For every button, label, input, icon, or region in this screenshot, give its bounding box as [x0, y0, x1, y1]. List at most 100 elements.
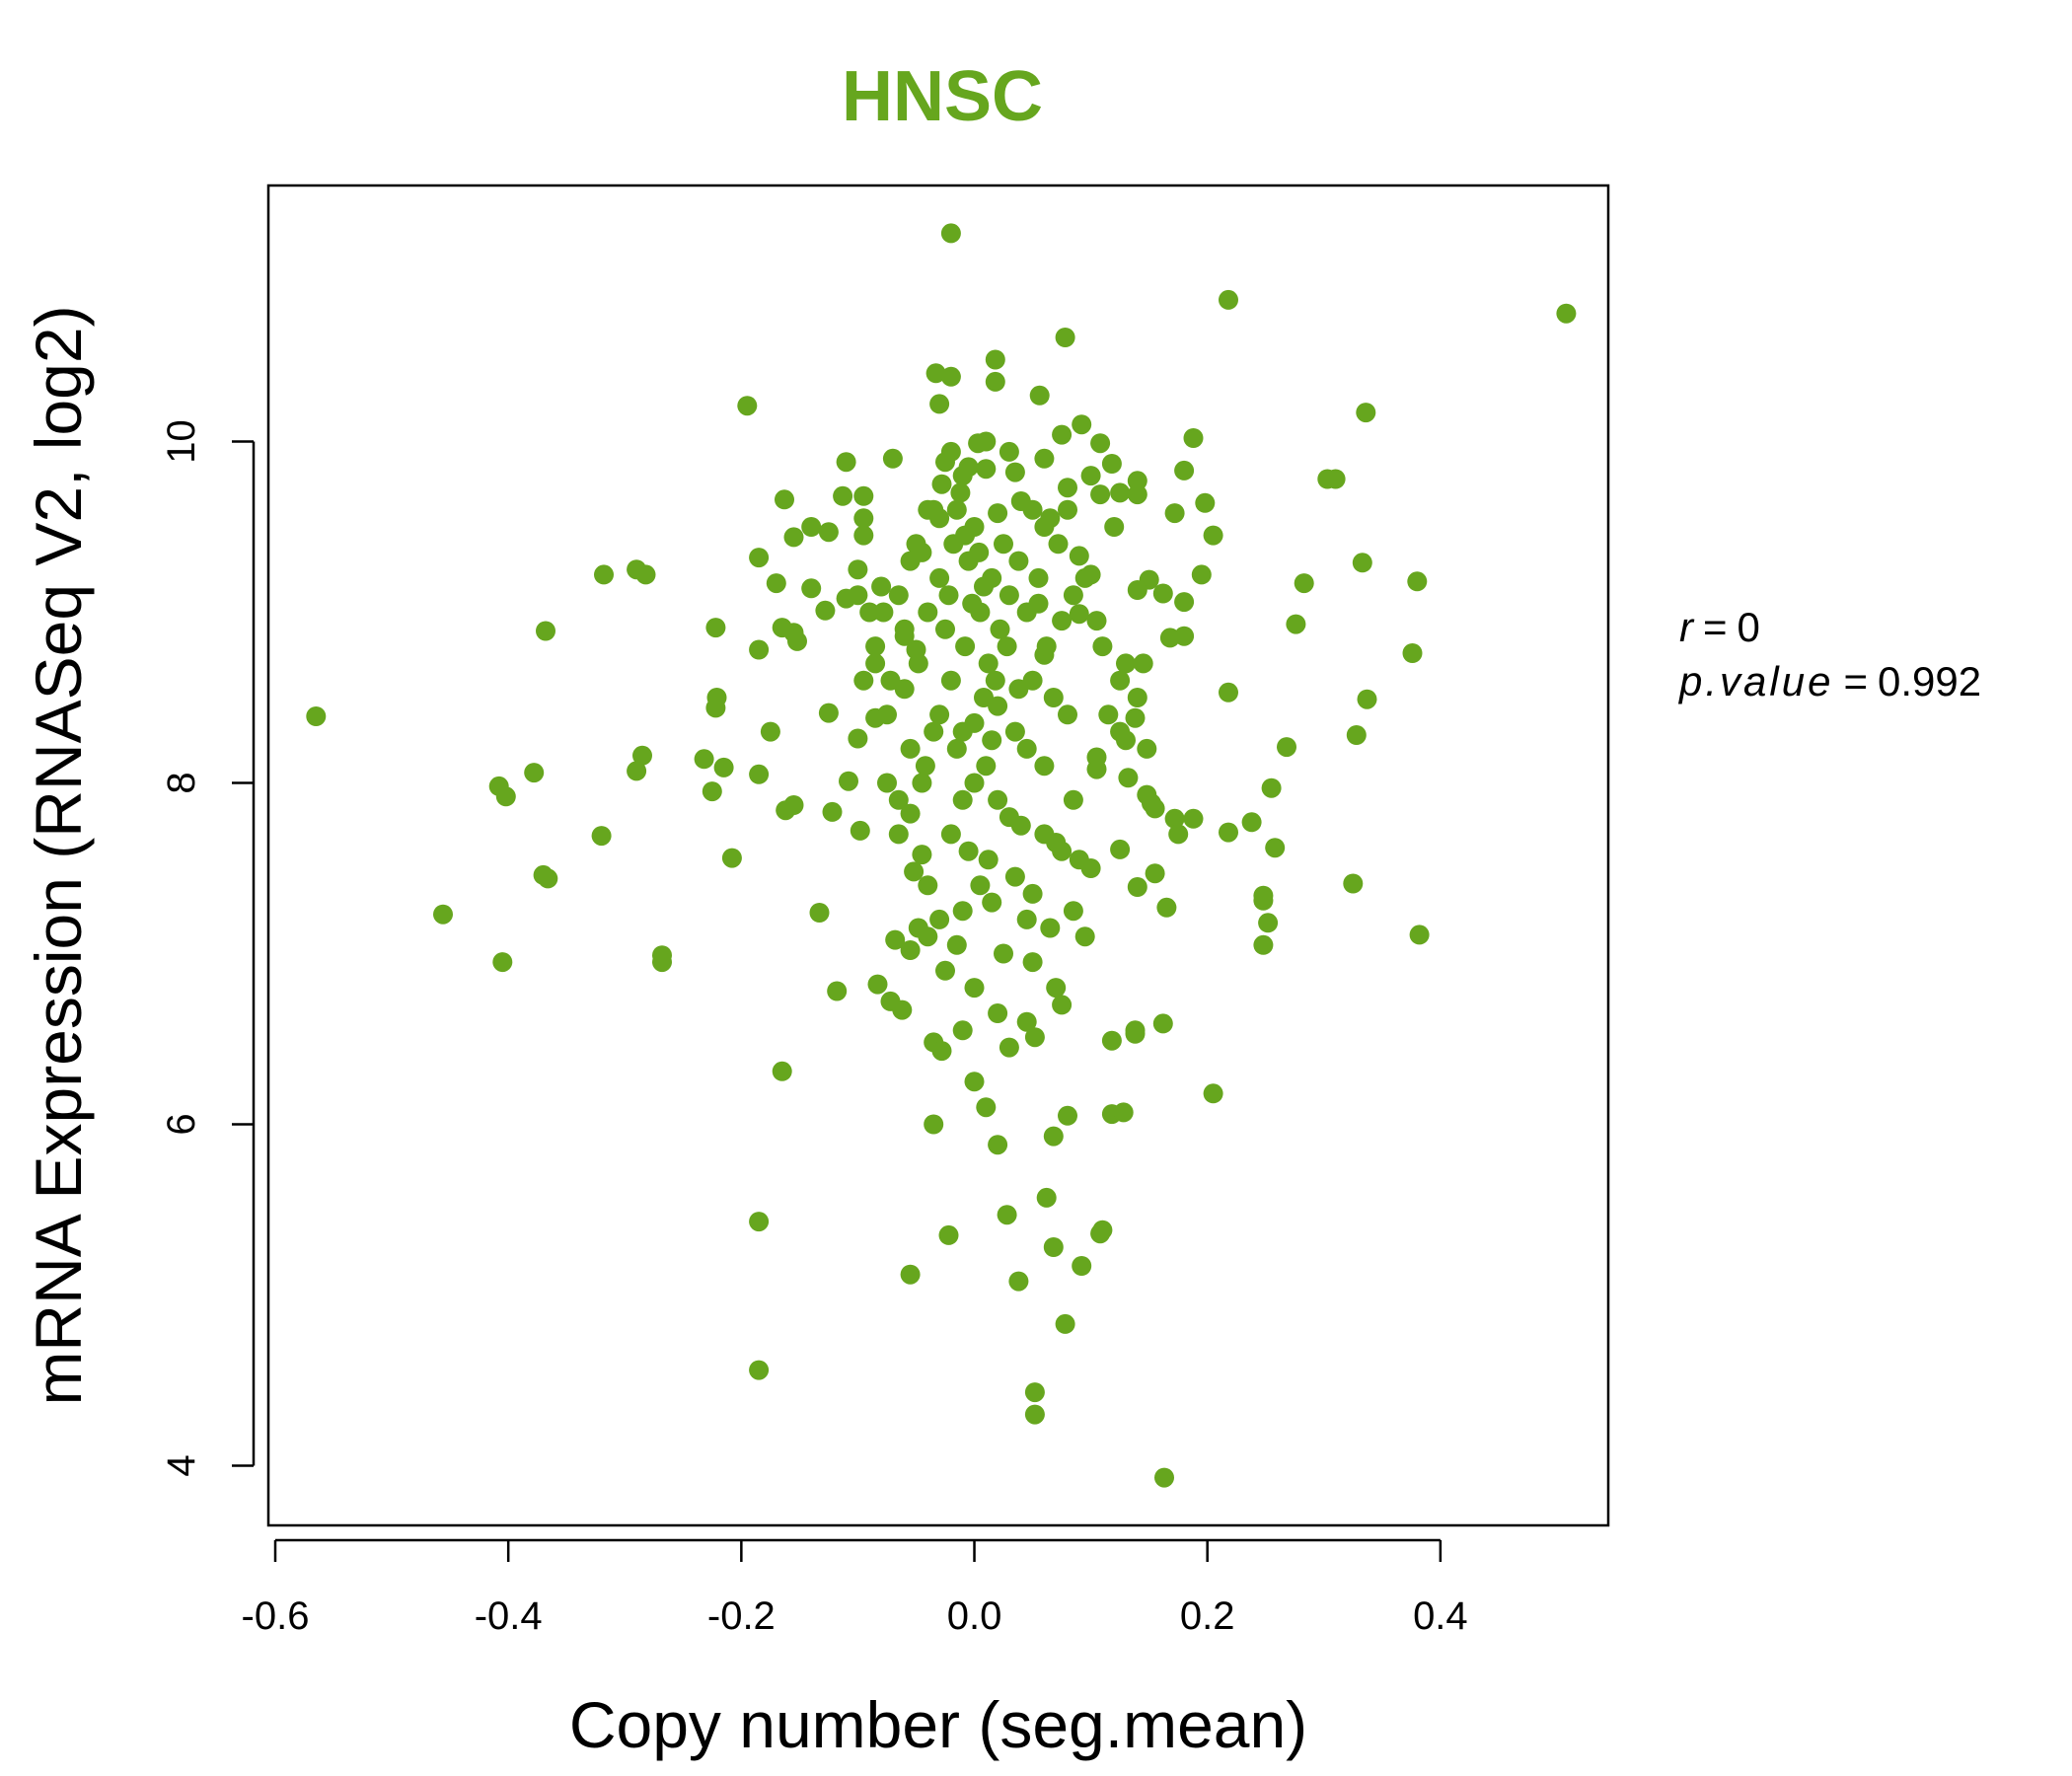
data-point	[1127, 688, 1147, 707]
data-point	[1004, 866, 1025, 887]
data-point	[591, 826, 612, 847]
data-point	[994, 943, 1013, 964]
data-point	[1203, 1083, 1223, 1104]
data-point	[827, 981, 848, 1001]
data-point	[818, 703, 839, 723]
data-point	[538, 868, 558, 889]
data-point	[873, 602, 894, 623]
data-point	[1028, 567, 1049, 588]
data-point	[833, 485, 853, 506]
data-point	[1048, 534, 1069, 555]
p-value-annotation: p.value = 0.992	[1677, 658, 1981, 704]
data-point	[536, 621, 555, 641]
data-point	[1058, 478, 1077, 498]
data-point	[900, 738, 921, 759]
data-point	[1133, 653, 1153, 674]
data-point	[918, 926, 938, 947]
data-point	[492, 952, 513, 973]
data-point	[997, 636, 1017, 657]
data-point	[749, 639, 770, 660]
data-point	[1265, 838, 1286, 858]
data-point	[839, 771, 858, 791]
data-point	[776, 800, 796, 821]
data-point	[958, 841, 979, 861]
data-point	[749, 764, 770, 784]
data-point	[1407, 571, 1428, 592]
data-point	[1058, 704, 1077, 725]
data-point	[1063, 585, 1083, 606]
data-point	[749, 1360, 770, 1380]
y-tick-label: 6	[160, 1113, 203, 1135]
data-point	[882, 448, 903, 469]
data-point	[787, 630, 807, 651]
data-point	[988, 696, 1008, 716]
data-point	[946, 738, 967, 759]
data-point	[1043, 688, 1064, 707]
data-point	[912, 845, 932, 865]
data-point	[848, 728, 868, 749]
data-point	[894, 679, 915, 700]
data-point	[836, 452, 856, 473]
data-point	[1004, 462, 1025, 482]
data-point	[976, 1097, 997, 1118]
data-point	[940, 670, 961, 691]
data-point	[1118, 768, 1139, 788]
data-point	[1046, 978, 1067, 999]
y-tick-label: 8	[160, 772, 203, 793]
data-point	[1277, 737, 1296, 758]
data-point	[1016, 909, 1037, 929]
data-point	[1098, 704, 1119, 725]
data-point	[853, 525, 874, 546]
data-point	[1034, 756, 1055, 777]
data-points	[306, 223, 1577, 1488]
data-point	[1343, 873, 1364, 894]
data-point	[931, 474, 952, 494]
data-point	[970, 875, 991, 896]
data-point	[978, 653, 999, 674]
data-point	[912, 773, 932, 793]
data-point	[915, 756, 935, 777]
data-point	[985, 670, 1005, 691]
data-point	[1127, 877, 1147, 897]
data-point	[853, 485, 874, 506]
data-point	[594, 564, 614, 585]
data-point	[935, 960, 955, 981]
data-point	[772, 1061, 792, 1081]
data-point	[1110, 670, 1131, 691]
data-point	[962, 593, 983, 614]
data-point	[632, 745, 652, 766]
data-point	[892, 999, 913, 1020]
data-point	[988, 1003, 1008, 1023]
data-point	[946, 499, 967, 520]
data-point	[815, 600, 836, 621]
data-point	[1137, 738, 1157, 759]
data-point	[306, 706, 327, 726]
data-point	[1253, 890, 1274, 911]
data-point	[818, 522, 839, 543]
data-point	[1154, 1467, 1174, 1488]
data-point	[1104, 517, 1125, 537]
data-point	[1090, 433, 1111, 454]
data-point	[1261, 777, 1282, 798]
data-point	[1072, 414, 1092, 435]
data-point	[964, 1072, 985, 1092]
data-point	[1052, 424, 1073, 445]
data-point	[1127, 580, 1147, 600]
data-point	[850, 820, 870, 841]
data-point	[918, 602, 938, 623]
data-point	[705, 618, 726, 638]
data-point	[1352, 553, 1372, 573]
data-point	[1125, 707, 1146, 728]
data-point	[1052, 995, 1073, 1015]
data-point	[1356, 403, 1376, 423]
chart-title: HNSC	[842, 57, 1043, 136]
x-axis: -0.6 -0.4 -0.2 0.0 0.2 0.4	[242, 1538, 1468, 1638]
data-point	[783, 527, 804, 548]
data-point	[1046, 833, 1067, 852]
data-point	[1072, 1256, 1092, 1276]
data-point	[952, 1020, 973, 1041]
x-tick-label: 0.4	[1413, 1594, 1468, 1638]
data-point	[976, 756, 997, 777]
data-point	[801, 517, 822, 537]
data-point	[1086, 747, 1107, 768]
